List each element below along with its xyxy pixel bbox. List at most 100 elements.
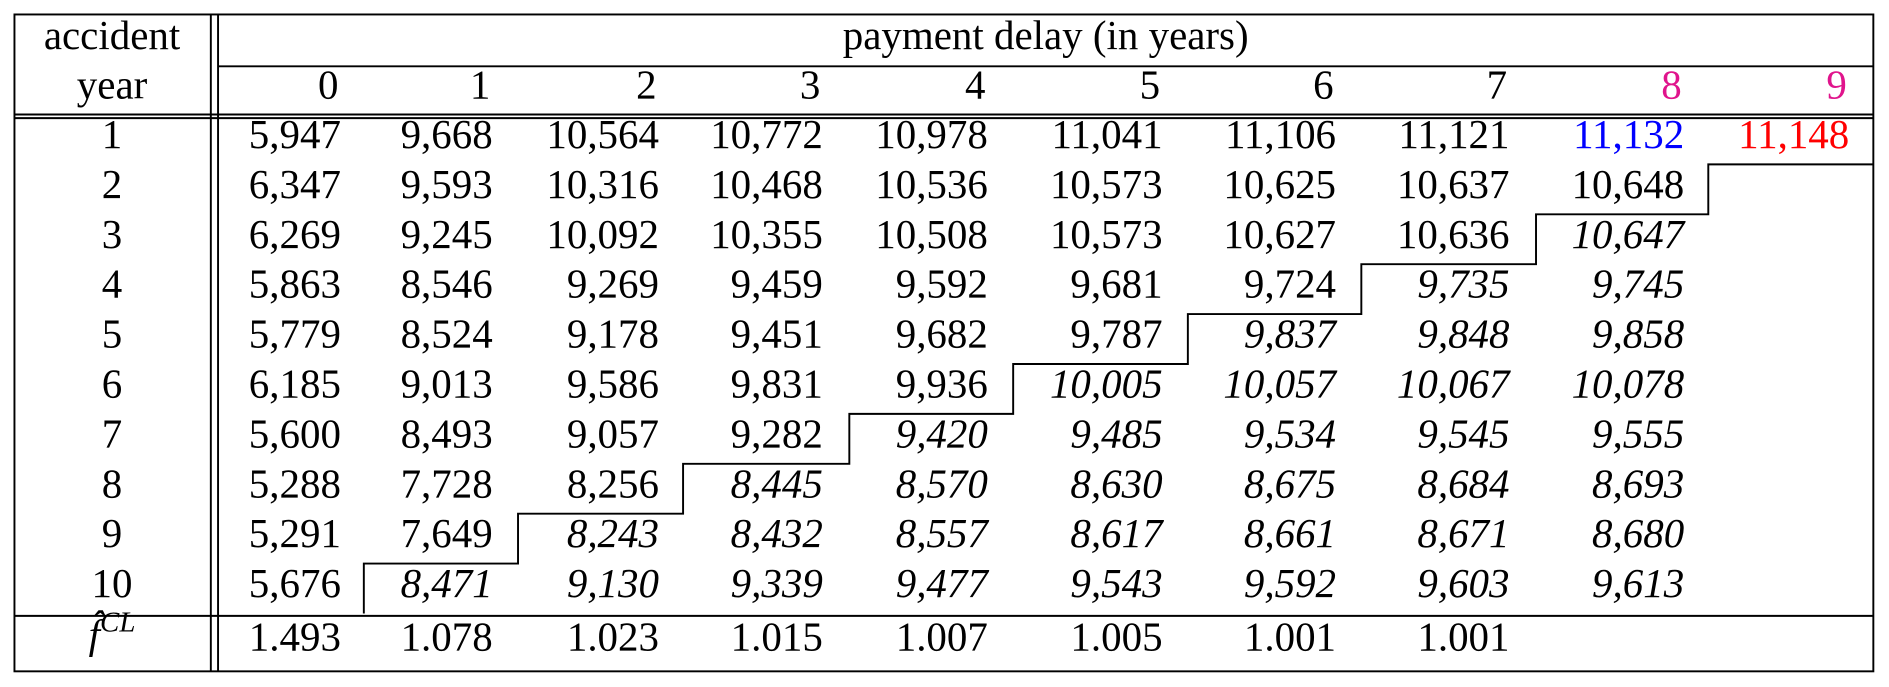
column-header: 8 xyxy=(1661,62,1681,108)
factor-cell: 1.001 xyxy=(1417,614,1509,660)
predicted-cell: 8,684 xyxy=(1417,460,1509,506)
observed-cell: 8,546 xyxy=(401,261,493,307)
observed-cell: 10,468 xyxy=(710,161,823,207)
predicted-cell: 9,745 xyxy=(1592,261,1684,307)
observed-cell: 9,013 xyxy=(401,360,493,406)
column-header: 2 xyxy=(636,62,656,108)
predicted-cell: 9,420 xyxy=(896,410,988,456)
predicted-cell: 8,557 xyxy=(896,510,990,556)
observed-cell: 7,728 xyxy=(401,460,493,506)
column-header: 6 xyxy=(1313,62,1333,108)
column-header: 1 xyxy=(470,62,490,108)
observed-cell: 9,682 xyxy=(896,311,988,357)
predicted-cell: 8,671 xyxy=(1417,510,1509,556)
factor-cell: 1.001 xyxy=(1244,614,1336,660)
row-label: 2 xyxy=(102,161,122,207)
observed-cell: 11,121 xyxy=(1398,111,1509,157)
predicted-cell: 8,617 xyxy=(1070,510,1164,556)
observed-cell: 6,347 xyxy=(249,161,341,207)
observed-cell: 5,288 xyxy=(249,460,341,506)
predicted-cell: 9,534 xyxy=(1244,410,1336,456)
observed-cell: 9,681 xyxy=(1070,261,1162,307)
observed-cell: 9,269 xyxy=(567,261,659,307)
row-label: 4 xyxy=(102,261,122,307)
observed-cell: 9,787 xyxy=(1070,311,1162,357)
observed-cell: 5,947 xyxy=(249,111,341,157)
row-label: 10 xyxy=(92,560,133,606)
row-label: 6 xyxy=(102,360,122,406)
observed-cell: 9,057 xyxy=(567,410,659,456)
predicted-cell: 10,057 xyxy=(1223,360,1337,406)
column-header: 9 xyxy=(1826,62,1846,108)
predicted-cell: 9,339 xyxy=(731,560,823,606)
predicted-cell: 8,243 xyxy=(567,510,659,556)
footer-label: f̂CL xyxy=(89,606,136,657)
observed-cell: 10,316 xyxy=(546,161,659,207)
predicted-cell: 9,735 xyxy=(1417,261,1509,307)
factor-cell: 1.493 xyxy=(249,614,341,660)
predicted-cell: 9,848 xyxy=(1417,311,1510,357)
factor-cell: 1.015 xyxy=(731,614,823,660)
predicted-cell: 9,858 xyxy=(1592,311,1685,357)
observed-cell: 9,282 xyxy=(731,410,823,456)
observed-cell: 9,724 xyxy=(1244,261,1336,307)
predicted-cell: 9,603 xyxy=(1417,560,1509,606)
row-label: 5 xyxy=(102,311,122,357)
predicted-cell: 9,837 xyxy=(1244,311,1338,357)
factor-cell: 1.007 xyxy=(896,614,988,660)
corner-label: year xyxy=(77,62,148,108)
predicted-cell: 8,432 xyxy=(731,510,823,556)
footer-label-sup: CL xyxy=(100,606,135,638)
predicted-cell: 8,661 xyxy=(1244,510,1336,556)
observed-cell: 9,586 xyxy=(567,360,659,406)
observed-cell: 8,493 xyxy=(401,410,493,456)
column-header: 7 xyxy=(1487,62,1507,108)
predicted-cell: 8,445 xyxy=(731,460,823,506)
observed-cell: 8,524 xyxy=(401,311,493,357)
observed-cell: 10,627 xyxy=(1223,211,1336,257)
predicted-cell: 9,543 xyxy=(1070,560,1162,606)
observed-cell: 10,564 xyxy=(546,111,659,157)
observed-cell: 10,536 xyxy=(875,161,988,207)
observed-cell: 11,041 xyxy=(1051,111,1162,157)
observed-cell: 5,600 xyxy=(249,410,341,456)
row-label: 1 xyxy=(102,111,122,157)
row-label: 8 xyxy=(102,460,122,506)
column-header: 0 xyxy=(318,62,338,108)
table-border xyxy=(13,13,1875,673)
observed-cell: 9,831 xyxy=(731,360,823,406)
observed-cell: 8,256 xyxy=(567,460,659,506)
header-title: payment delay (in years) xyxy=(843,12,1249,58)
predicted-cell: 10,647 xyxy=(1572,211,1686,257)
predicted-cell: 9,130 xyxy=(567,560,659,606)
observed-cell: 11,106 xyxy=(1225,111,1336,157)
predicted-cell: 8,471 xyxy=(401,560,493,606)
predicted-cell: 10,078 xyxy=(1572,360,1685,406)
observed-cell: 5,779 xyxy=(249,311,341,357)
predicted-cell: 8,630 xyxy=(1070,460,1162,506)
observed-cell: 9,451 xyxy=(731,311,823,357)
observed-cell: 9,668 xyxy=(401,111,493,157)
observed-cell: 10,508 xyxy=(875,211,988,257)
observed-cell: 6,269 xyxy=(249,211,341,257)
factor-cell: 1.005 xyxy=(1070,614,1162,660)
predicted-cell: 8,570 xyxy=(896,460,988,506)
predicted-cell: 10,005 xyxy=(1050,360,1163,406)
observed-cell: 10,092 xyxy=(546,211,659,257)
observed-cell: 9,245 xyxy=(401,211,493,257)
corner-label: accident xyxy=(44,12,181,58)
predicted-cell: 10,067 xyxy=(1397,360,1511,406)
observed-cell: 9,592 xyxy=(896,261,988,307)
row-label: 7 xyxy=(102,410,122,456)
observed-cell: 5,291 xyxy=(249,510,341,556)
observed-cell: 10,573 xyxy=(1050,161,1163,207)
predicted-cell: 8,680 xyxy=(1592,510,1684,556)
factor-cell: 1.078 xyxy=(401,614,493,660)
observed-cell: 5,676 xyxy=(249,560,341,606)
predicted-cell: 9,485 xyxy=(1070,410,1162,456)
observed-cell: 6,185 xyxy=(249,360,341,406)
column-header: 4 xyxy=(965,62,985,108)
observed-cell: 11,132 xyxy=(1573,111,1684,157)
observed-cell: 10,636 xyxy=(1397,211,1510,257)
